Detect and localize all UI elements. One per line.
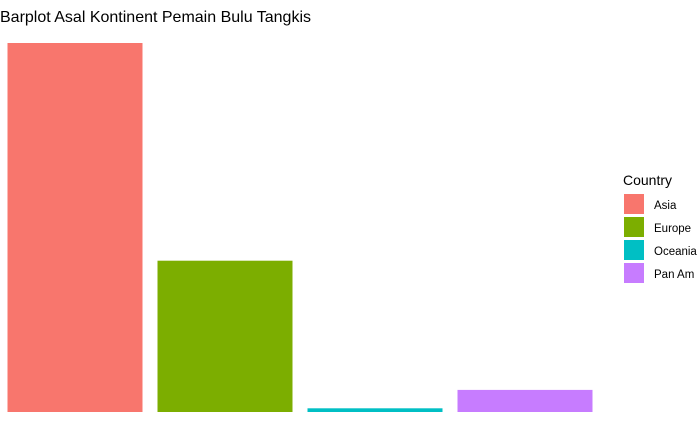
- bars-layer: [7, 43, 593, 412]
- bar-oceania: [307, 408, 443, 412]
- bar-europe: [157, 260, 293, 412]
- legend-label-asia: Asia: [654, 200, 677, 212]
- legend-label-europe: Europe: [654, 223, 691, 235]
- bar-pan-am: [457, 389, 593, 412]
- legend-key-europe: [624, 217, 644, 237]
- bar-asia: [7, 43, 143, 412]
- chart-title: Barplot Asal Kontinent Pemain Bulu Tangk…: [0, 9, 311, 26]
- legend-key-pan-am: [624, 263, 644, 283]
- legend-title: Country: [623, 172, 672, 188]
- legend-key-asia: [624, 194, 644, 214]
- legend-label-pan-am: Pan Am: [654, 269, 694, 281]
- legend-label-oceania: Oceania: [654, 246, 697, 258]
- legend-key-oceania: [624, 240, 644, 260]
- legend: Country Asia Europe Oceania Pan Am: [623, 172, 697, 283]
